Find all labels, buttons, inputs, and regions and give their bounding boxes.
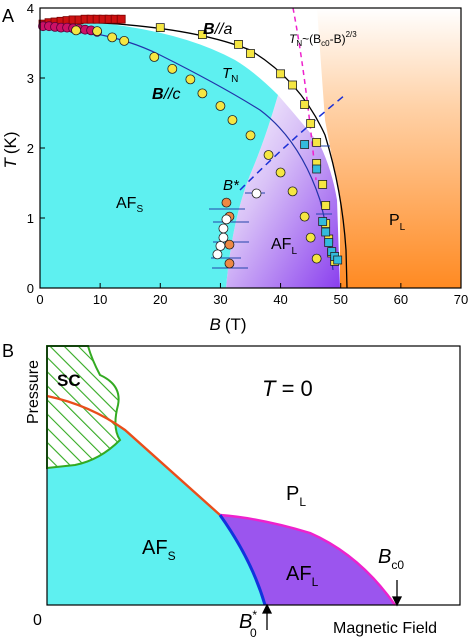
data-point-circle — [221, 214, 232, 225]
x-tick-label: 70 — [454, 292, 468, 307]
crossover-dashed-line — [239, 94, 346, 191]
data-point-square — [300, 140, 310, 149]
label-afl-a: AFL — [271, 236, 297, 257]
x-tick-label: 30 — [213, 292, 227, 307]
data-point-circle — [311, 253, 322, 264]
data-point-circle — [251, 188, 262, 199]
data-point-circle — [212, 249, 223, 260]
data-point-circle — [221, 197, 232, 208]
y-tick-label: 0 — [27, 281, 34, 296]
x-tick-label: 0 — [36, 292, 43, 307]
y-tick-label: 4 — [27, 1, 34, 16]
x-tick-label: 60 — [394, 292, 408, 307]
panel-b-frame — [46, 345, 461, 606]
afl-region-b — [220, 515, 395, 605]
data-point-square — [155, 23, 165, 33]
data-point-circle — [107, 32, 118, 43]
data-point-circle — [299, 211, 310, 222]
panel-b-label: B — [2, 341, 14, 361]
panel-a-xlabel: B (T) — [209, 315, 246, 334]
data-point-square — [116, 14, 126, 24]
panel-b-title: T = 0 — [262, 376, 313, 401]
data-point-circle — [92, 26, 103, 37]
label-bstar: B* — [223, 177, 240, 194]
data-point-circle — [227, 115, 238, 125]
data-point-circle — [215, 241, 226, 251]
label-bc0: Bc0 — [378, 546, 404, 572]
label-afl-b: AFL — [286, 563, 319, 589]
data-point-square — [276, 69, 285, 79]
label-afs-b: AFS — [142, 537, 176, 563]
b0-arrow — [261, 603, 273, 630]
data-point-circle — [149, 52, 160, 62]
data-point-square — [321, 200, 331, 210]
data-point-circle — [218, 223, 229, 234]
label-pl-b: PL — [286, 483, 306, 509]
data-point-circle — [263, 150, 274, 160]
panel-a-markers — [38, 14, 343, 269]
x-tick-label: 50 — [333, 292, 347, 307]
data-point-circle — [245, 130, 256, 141]
afl-top-boundary — [219, 513, 396, 606]
x-tick-label: 40 — [273, 292, 287, 307]
panel-b-origin: 0 — [33, 612, 42, 629]
data-point-square — [197, 30, 207, 40]
label-pl-a: PL — [389, 212, 406, 233]
phase-boundary-red — [46, 394, 221, 516]
data-point-square — [312, 164, 322, 174]
data-point-square — [333, 255, 343, 265]
data-point-circle — [167, 64, 178, 74]
data-point-circle — [71, 25, 81, 36]
data-point-circle — [275, 167, 286, 178]
data-point-circle — [185, 74, 196, 85]
data-point-square — [312, 137, 322, 147]
tn-law-dashed-line — [292, 7, 317, 181]
data-point-circle — [119, 36, 130, 46]
panel-b-ylabel: Pressure — [25, 360, 42, 424]
label-tn: TN — [222, 65, 238, 85]
bc0-arrow — [391, 580, 403, 607]
data-point-circle — [218, 232, 229, 243]
data-point-circle — [287, 186, 298, 197]
label-b-par-c: B//c — [152, 86, 180, 103]
label-b-par-a: B//a — [203, 21, 232, 38]
data-point-square — [300, 100, 310, 109]
y-tick-label: 3 — [27, 71, 34, 86]
y-tick-label: 1 — [27, 211, 34, 226]
panel-b-xlabel: Magnetic Field — [333, 620, 437, 637]
data-point-square — [306, 119, 316, 128]
afs-afl-boundary — [218, 514, 267, 606]
data-point-square — [318, 217, 328, 226]
label-sc: SC — [57, 371, 81, 390]
data-point-circle — [215, 101, 226, 111]
data-point-square — [318, 179, 328, 189]
label-tn-law: TN~(Bc0-B)2/3 — [289, 30, 357, 48]
panel-a-label: A — [2, 6, 14, 26]
data-point-circle — [197, 88, 208, 99]
data-point-square — [246, 49, 255, 58]
panel-a-ticks: 0 10 20 30 40 50 60 70 0 1 2 3 4 — [27, 1, 468, 307]
label-afs-a: AFS — [116, 195, 143, 215]
data-point-square — [321, 227, 331, 237]
data-point-circle — [305, 232, 316, 243]
x-tick-label: 10 — [93, 292, 107, 307]
y-tick-label: 2 — [27, 141, 34, 156]
data-point-square — [234, 40, 243, 49]
data-point-square — [288, 80, 298, 90]
data-point-circle — [224, 258, 235, 269]
pl-region — [317, 8, 461, 288]
data-point-square — [324, 238, 334, 247]
x-tick-label: 20 — [153, 292, 167, 307]
panel-a-ylabel: T(K) — [1, 131, 20, 168]
label-b0: B* 0 — [239, 608, 257, 640]
